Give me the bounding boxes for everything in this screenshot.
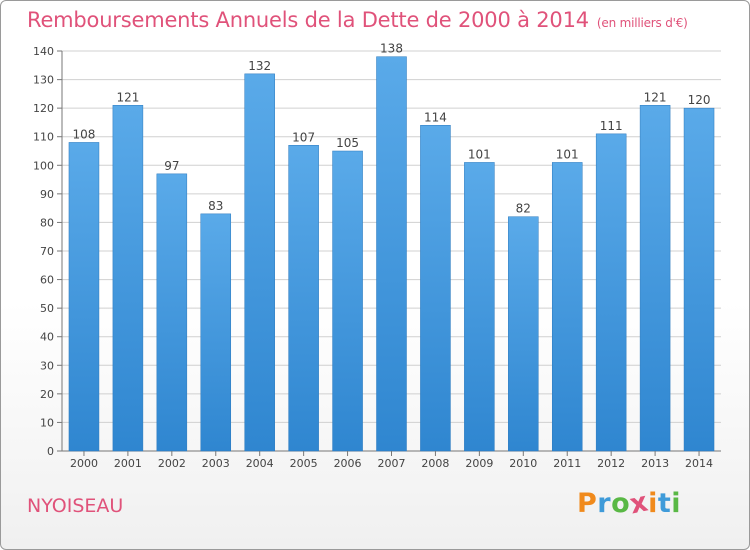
bar	[464, 162, 495, 452]
x-tick-label: 2008	[421, 457, 449, 470]
y-tick-label: 60	[40, 274, 54, 287]
bar	[68, 142, 100, 452]
bar	[551, 162, 583, 452]
bar-value-label: 108	[73, 127, 96, 141]
y-tick-label: 40	[40, 331, 54, 344]
y-tick-label: 0	[47, 445, 54, 458]
chart-title-text: Remboursements Annuels de la Dette de 20…	[27, 8, 589, 32]
bar-value-label: 132	[248, 59, 271, 73]
y-tick-label: 30	[40, 359, 54, 372]
bar-value-label: 105	[336, 136, 359, 150]
x-tick-label: 2011	[553, 457, 581, 470]
bar	[639, 105, 671, 452]
bar	[683, 107, 715, 452]
y-tick-label: 50	[40, 302, 54, 315]
logo-letter: t	[657, 488, 672, 519]
logo-letter: o	[611, 488, 631, 519]
x-tick-label: 2001	[114, 457, 142, 470]
bar	[156, 173, 188, 452]
bar	[332, 150, 363, 452]
bar-value-label: 83	[208, 199, 223, 213]
bar	[244, 73, 275, 452]
bar	[376, 56, 407, 452]
x-tick-label: 2006	[334, 457, 362, 470]
x-tick-label: 2010	[509, 457, 537, 470]
chart-subtitle: (en milliers d'€)	[596, 16, 688, 30]
x-tick-label: 2005	[290, 457, 318, 470]
logo-letter: r	[597, 488, 612, 519]
x-tick-label: 2012	[597, 457, 625, 470]
y-tick-label: 70	[40, 245, 54, 258]
chart-title: Remboursements Annuels de la Dette de 20…	[27, 8, 688, 32]
y-tick-label: 120	[33, 102, 54, 115]
x-tick-label: 2000	[70, 457, 98, 470]
logo-letter: i	[671, 488, 682, 519]
x-tick-label: 2004	[246, 457, 274, 470]
bar-value-label: 111	[600, 119, 623, 133]
logo-letter: i	[648, 488, 658, 519]
commune-name: NYOISEAU	[27, 495, 124, 517]
bar-value-label: 114	[424, 110, 447, 124]
bar	[508, 216, 539, 452]
x-tick-label: 2002	[158, 457, 186, 470]
bar-value-label: 121	[116, 90, 139, 104]
y-tick-label: 20	[40, 388, 54, 401]
y-tick-label: 100	[33, 159, 54, 172]
bar	[112, 105, 144, 452]
bar-value-label: 107	[292, 130, 315, 144]
logo-letter: P	[577, 488, 598, 519]
bar-value-label: 121	[644, 90, 667, 104]
y-tick-label: 80	[40, 216, 54, 229]
bar	[595, 133, 627, 452]
bar	[420, 125, 451, 452]
x-tick-label: 2009	[465, 457, 493, 470]
y-tick-label: 130	[33, 74, 54, 87]
y-tick-label: 90	[40, 188, 54, 201]
x-tick-label: 2013	[641, 457, 669, 470]
x-tick-label: 2007	[378, 457, 406, 470]
x-tick-label: 2003	[202, 457, 230, 470]
bar-value-label: 120	[688, 93, 711, 107]
bar	[200, 213, 232, 452]
bar-value-label: 101	[468, 147, 491, 161]
bar-value-label: 138	[380, 42, 403, 56]
bar-value-label: 97	[164, 159, 179, 173]
x-tick-label: 2014	[685, 457, 713, 470]
proxiti-logo: Proxiti	[577, 486, 682, 520]
bar	[288, 145, 319, 452]
y-tick-label: 140	[33, 45, 54, 58]
bar-value-label: 82	[516, 202, 531, 216]
bar-chart: 0 10 20 30 40 50 60 70 80 90 100 110 120 130 140 108 200…	[33, 42, 721, 470]
y-tick-label: 110	[33, 131, 54, 144]
bar-value-label: 101	[556, 147, 579, 161]
y-tick-label: 10	[40, 416, 54, 429]
